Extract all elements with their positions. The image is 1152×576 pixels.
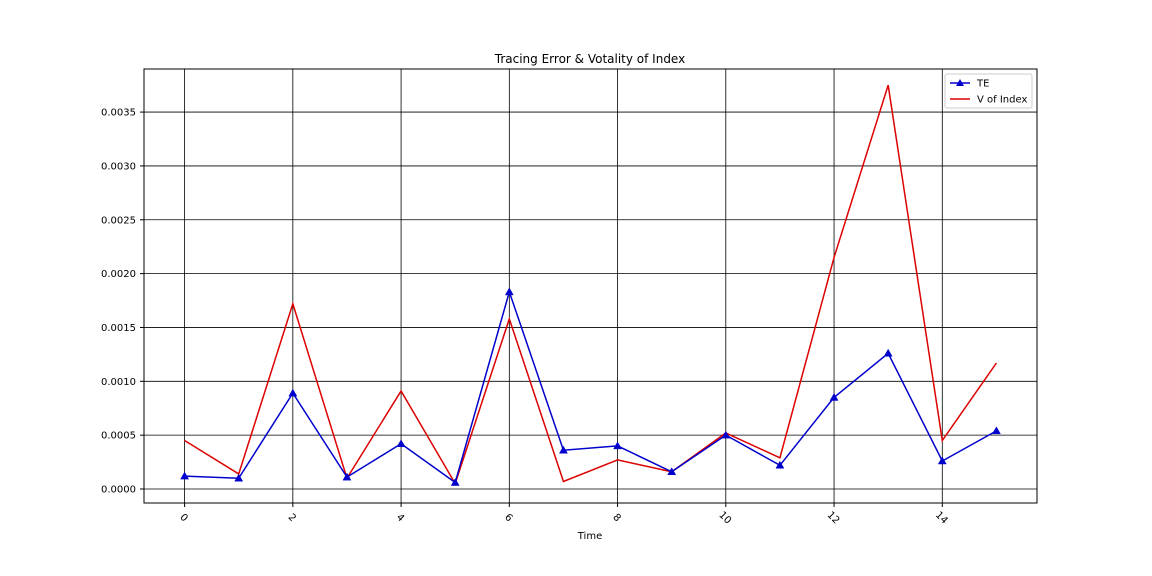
te-data-point (829, 392, 839, 401)
y-tick-label: 0.0035 (101, 108, 136, 119)
te-data-point (883, 348, 893, 357)
te-data-point (991, 426, 1001, 435)
te-data-point (559, 445, 568, 454)
te-data-point (721, 430, 731, 439)
series-layer (180, 84, 1001, 486)
te-data-point (613, 441, 622, 450)
plot-frame (143, 68, 1038, 504)
te-data-point (450, 478, 460, 486)
legend-marker (956, 79, 964, 86)
y-tick-label: 0.0025 (101, 215, 136, 226)
legend-label: V of Index (977, 95, 1027, 106)
te-data-point (667, 467, 677, 476)
legend: TE V of Index (944, 73, 1033, 109)
y-tick-label: 0.0020 (101, 269, 136, 280)
y-tick-label: 0.0015 (101, 323, 136, 334)
series-line-v-of-index (184, 84, 998, 486)
y-tick-label: 0.0030 (101, 161, 136, 172)
series-line-te (184, 289, 997, 484)
x-axis-label: Time (577, 531, 602, 542)
y-tick-label: 0.0000 (101, 485, 136, 496)
y-tick-label: 0.0010 (101, 377, 136, 388)
chart-title: Tracing Error & Votality of Index (494, 52, 685, 66)
te-data-point (180, 471, 190, 480)
y-tick-label: 0.0005 (101, 431, 136, 442)
te-data-point (504, 287, 514, 296)
te-data-point (288, 388, 298, 397)
te-data-point (396, 439, 406, 448)
te-data-point (775, 460, 785, 469)
te-data-point (937, 456, 947, 465)
grid (144, 69, 1037, 503)
te-data-point (342, 472, 352, 481)
legend-label: TE (976, 79, 989, 90)
te-data-point (234, 473, 244, 482)
